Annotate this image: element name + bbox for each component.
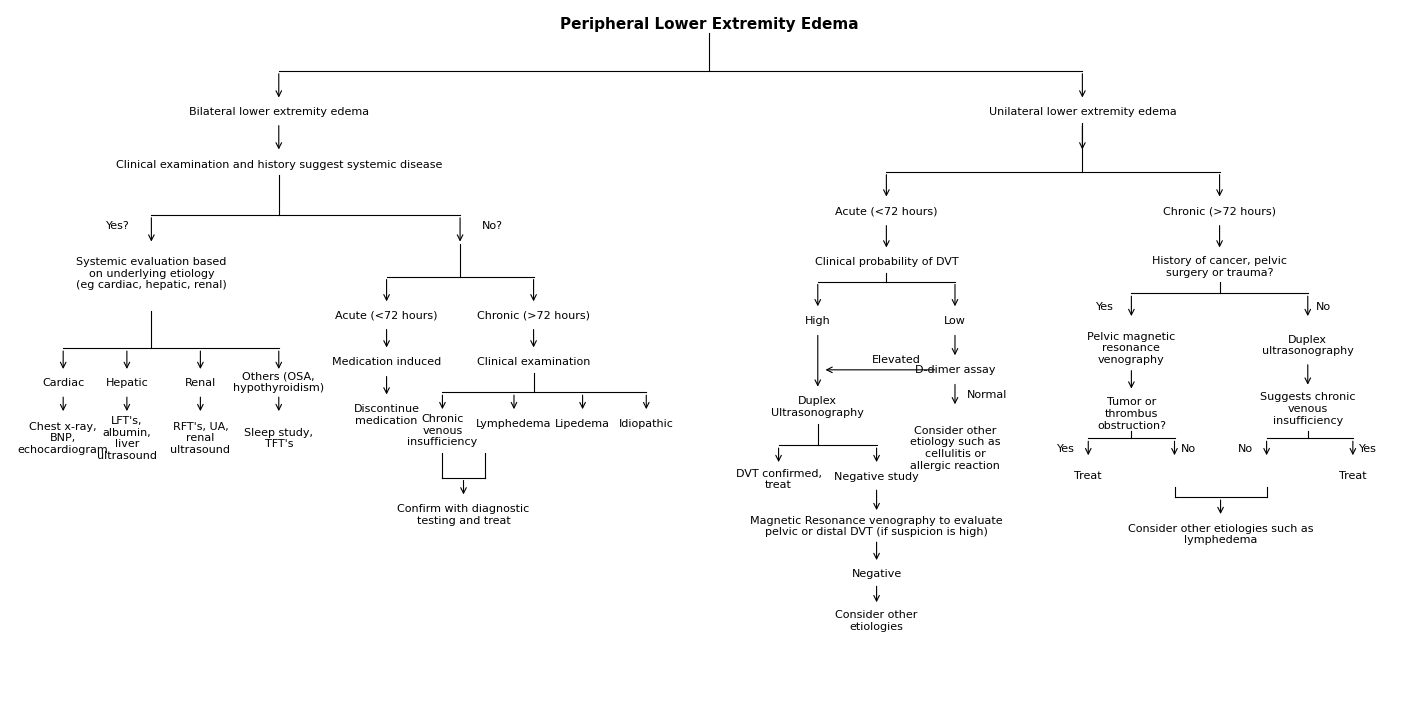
Text: Confirm with diagnostic
testing and treat: Confirm with diagnostic testing and trea…	[397, 504, 530, 526]
Text: Cardiac: Cardiac	[43, 378, 84, 387]
Text: Systemic evaluation based
on underlying etiology
(eg cardiac, hepatic, renal): Systemic evaluation based on underlying …	[77, 257, 227, 290]
Text: Hepatic: Hepatic	[105, 378, 149, 387]
Text: DVT confirmed,
treat: DVT confirmed, treat	[736, 469, 821, 490]
Text: Tumor or
thrombus
obstruction?: Tumor or thrombus obstruction?	[1098, 397, 1166, 431]
Text: Sleep study,
TFT's: Sleep study, TFT's	[244, 428, 313, 449]
Text: High: High	[805, 316, 831, 326]
Text: Clinical examination: Clinical examination	[476, 357, 590, 367]
Text: Bilateral lower extremity edema: Bilateral lower extremity edema	[189, 107, 369, 117]
Text: Lipedema: Lipedema	[554, 418, 610, 429]
Text: Medication induced: Medication induced	[332, 357, 441, 367]
Text: Yes?: Yes?	[106, 221, 130, 231]
Text: Consider other
etiology such as
cellulitis or
allergic reaction: Consider other etiology such as cellulit…	[910, 426, 1000, 471]
Text: Magnetic Resonance venography to evaluate
pelvic or distal DVT (if suspicion is : Magnetic Resonance venography to evaluat…	[750, 515, 1003, 537]
Text: Chronic (>72 hours): Chronic (>72 hours)	[1163, 206, 1276, 216]
Text: Renal: Renal	[184, 378, 216, 387]
Text: Discontinue
medication: Discontinue medication	[353, 404, 420, 426]
Text: Negative: Negative	[851, 568, 902, 578]
Text: Normal: Normal	[967, 390, 1007, 400]
Text: Pelvic magnetic
resonance
venography: Pelvic magnetic resonance venography	[1088, 332, 1176, 365]
Text: History of cancer, pelvic
surgery or trauma?: History of cancer, pelvic surgery or tra…	[1151, 256, 1288, 278]
Text: Acute (<72 hours): Acute (<72 hours)	[335, 311, 438, 321]
Text: Lymphedema: Lymphedema	[476, 418, 552, 429]
Text: No?: No?	[482, 221, 502, 231]
Text: Peripheral Lower Extremity Edema: Peripheral Lower Extremity Edema	[560, 17, 858, 33]
Text: Treat: Treat	[1339, 471, 1367, 481]
Text: LFT's,
albumin,
liver
ultrasound: LFT's, albumin, liver ultrasound	[96, 416, 157, 461]
Text: Chronic (>72 hours): Chronic (>72 hours)	[476, 311, 590, 321]
Text: Yes: Yes	[1358, 445, 1377, 454]
Text: Acute (<72 hours): Acute (<72 hours)	[835, 206, 937, 216]
Text: Suggests chronic
venous
insufficiency: Suggests chronic venous insufficiency	[1261, 392, 1356, 426]
Text: Elevated: Elevated	[872, 355, 920, 365]
Text: Chest x-ray,
BNP,
echocardiogram: Chest x-ray, BNP, echocardiogram	[18, 422, 109, 455]
Text: No: No	[1316, 302, 1330, 312]
Text: Low: Low	[944, 316, 966, 326]
Text: Chronic
venous
insufficiency: Chronic venous insufficiency	[407, 414, 478, 447]
Text: Unilateral lower extremity edema: Unilateral lower extremity edema	[988, 107, 1177, 117]
Text: Treat: Treat	[1075, 471, 1102, 481]
Text: Yes: Yes	[1096, 302, 1113, 312]
Text: RFT's, UA,
renal
ultrasound: RFT's, UA, renal ultrasound	[170, 422, 230, 455]
Text: D-dimer assay: D-dimer assay	[915, 365, 995, 375]
Text: No: No	[1238, 445, 1254, 454]
Text: Duplex
Ultrasonography: Duplex Ultrasonography	[771, 396, 864, 418]
Text: Yes: Yes	[1056, 445, 1075, 454]
Text: Others (OSA,
hypothyroidism): Others (OSA, hypothyroidism)	[233, 372, 325, 393]
Text: No: No	[1180, 445, 1195, 454]
Text: Consider other etiologies such as
lymphedema: Consider other etiologies such as lymphe…	[1127, 523, 1313, 545]
Text: Clinical probability of DVT: Clinical probability of DVT	[814, 257, 959, 267]
Text: Duplex
ultrasonography: Duplex ultrasonography	[1262, 334, 1354, 356]
Text: Idiopathic: Idiopathic	[618, 418, 674, 429]
Text: Clinical examination and history suggest systemic disease: Clinical examination and history suggest…	[116, 160, 442, 170]
Text: Consider other
etiologies: Consider other etiologies	[835, 610, 917, 631]
Text: Negative study: Negative study	[834, 471, 919, 481]
